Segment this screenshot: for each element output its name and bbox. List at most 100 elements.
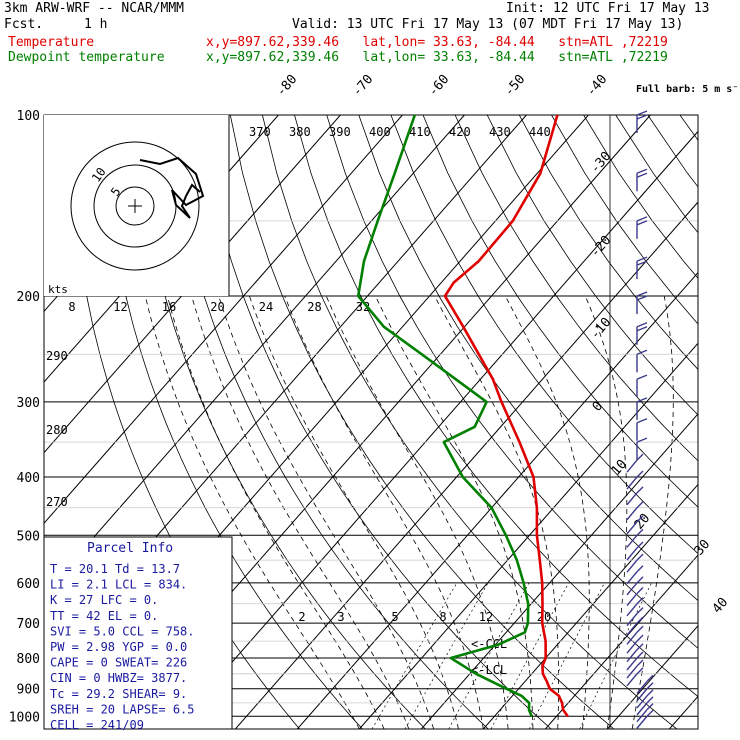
sounding-point xyxy=(532,476,535,478)
hodograph-speed-label: 16 xyxy=(162,300,176,314)
wind-barb xyxy=(636,715,648,729)
init-time: Init: 12 UTC Fri 17 May 13 xyxy=(506,1,710,16)
sounding-point xyxy=(528,702,530,704)
sounding-point xyxy=(518,441,521,443)
dry-adiabat xyxy=(679,115,698,141)
sounding-line xyxy=(443,115,569,718)
wind-barb xyxy=(636,576,644,584)
wind-barb xyxy=(636,597,644,605)
wind-barb xyxy=(626,521,638,535)
wind-barb xyxy=(636,587,644,595)
sounding-series xyxy=(356,115,569,718)
wind-barb xyxy=(636,216,648,222)
wind-barb xyxy=(636,256,648,262)
sounding-point xyxy=(524,631,526,634)
sounding-point xyxy=(485,401,488,403)
sounding-point xyxy=(452,281,455,284)
forecast-hour: 1 h xyxy=(84,17,108,32)
theta-label: 420 xyxy=(449,125,471,139)
wind-barb xyxy=(626,476,638,490)
isotherm-label: -40 xyxy=(584,72,611,100)
mixing-ratio-label: 12 xyxy=(479,610,493,624)
legend-temperature: Temperature xyxy=(8,35,95,50)
moist-adiabat xyxy=(325,295,509,729)
isotherm xyxy=(544,554,698,729)
sounding-point xyxy=(490,507,493,509)
sounding-point xyxy=(376,220,379,222)
wind-barb xyxy=(646,703,654,711)
theta-label: 380 xyxy=(289,125,311,139)
sounding-point xyxy=(462,476,464,478)
pressure-tick-label: 400 xyxy=(17,471,40,486)
wind-barb xyxy=(636,168,648,174)
wind-barb xyxy=(646,674,654,682)
wind-barb xyxy=(636,453,644,461)
moist-adiabat xyxy=(504,295,590,729)
chart-frame xyxy=(43,114,699,730)
sounding-point xyxy=(520,695,523,697)
temperature-location: x,y=897.62,339.46 lat,lon= 33.63, -84.44… xyxy=(206,35,668,50)
wind-barb xyxy=(646,689,654,697)
hodograph-trace xyxy=(139,156,205,219)
wind-barb xyxy=(626,622,638,636)
parcel-row: T = 20.1 Td = 13.7 xyxy=(50,562,180,576)
isotherm xyxy=(172,130,698,729)
wind-barb xyxy=(626,603,638,617)
hodograph-units: kts xyxy=(48,283,68,296)
wind-barb xyxy=(636,702,648,716)
theta-label: 390 xyxy=(329,125,351,139)
hodograph-speed-label: 20 xyxy=(210,300,224,314)
sounding-point xyxy=(505,687,508,690)
sounding-point xyxy=(541,603,544,605)
pressure-tick-label: 900 xyxy=(17,683,40,698)
isotherm xyxy=(731,115,740,729)
sounding-point xyxy=(546,680,548,683)
wind-barb xyxy=(636,114,648,120)
sounding-point xyxy=(444,295,446,297)
wind-barb xyxy=(626,640,638,654)
sounding-point xyxy=(558,695,560,697)
forecast-label: Fcst. xyxy=(4,17,44,32)
hodograph-ring xyxy=(115,186,155,226)
moist-adiabat xyxy=(191,295,410,729)
wind-barb xyxy=(636,616,644,624)
theta-label: 400 xyxy=(369,125,391,139)
mixing-ratio-label: 8 xyxy=(439,610,446,624)
sounding-point xyxy=(473,426,476,428)
sounding-point xyxy=(478,353,480,356)
wind-barb xyxy=(636,295,648,301)
moist-adiabat xyxy=(434,295,559,729)
pressure-tick-label: 100 xyxy=(17,109,40,124)
sounding-point xyxy=(541,622,543,624)
hodograph-ring xyxy=(70,141,200,271)
isotherm xyxy=(420,413,698,729)
theta-label: 440 xyxy=(529,125,551,139)
wind-barb xyxy=(636,349,648,355)
sounding-point xyxy=(539,559,541,561)
isotherm-label: -60 xyxy=(426,72,453,100)
hodograph-ring-label: 10 xyxy=(89,165,109,185)
wind-barb xyxy=(636,607,644,615)
mixing-ratio-label: 3 xyxy=(337,610,344,624)
dewpoint-location: x,y=897.62,339.46 lat,lon= 33.63, -84.44… xyxy=(206,50,668,65)
theta-label: 410 xyxy=(409,125,431,139)
dry-adiabat xyxy=(197,115,552,729)
wind-barb xyxy=(636,541,644,549)
parcel-row: SVI = 5.0 CCL = 758. xyxy=(50,624,195,638)
moist-adiabat xyxy=(375,295,534,729)
sounding-point xyxy=(541,582,543,584)
isotherm-label: 0 xyxy=(590,399,606,415)
parcel-row: CELL = 241/09 xyxy=(50,718,144,732)
mixing-ratio-label: 20 xyxy=(537,610,551,624)
sounding-point xyxy=(542,673,544,675)
lcl-marker: <-LCL xyxy=(471,663,507,677)
sounding-point xyxy=(566,715,569,718)
dry-adiabat xyxy=(615,115,698,234)
hodograph-speed-label: 28 xyxy=(307,300,321,314)
wind-barb xyxy=(636,553,644,561)
sounding-point xyxy=(421,353,423,356)
sounding-point xyxy=(462,326,465,328)
valid-time: Valid: 13 UTC Fri 17 May 13 (07 MDT Fri … xyxy=(292,17,684,32)
dry-adiabat xyxy=(165,115,489,729)
